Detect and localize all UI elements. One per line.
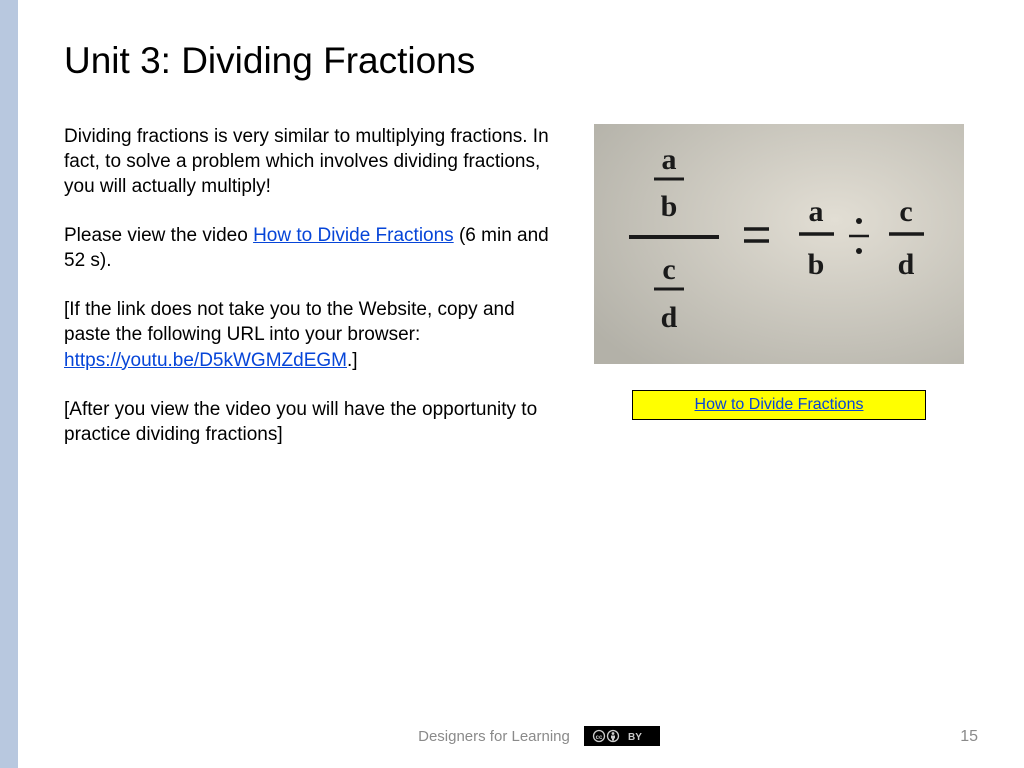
paragraph-url: [If the link does not take you to the We…	[64, 297, 554, 372]
svg-text:BY: BY	[628, 732, 642, 743]
cc-by-badge: cc BY	[584, 726, 660, 746]
paragraph-intro: Dividing fractions is very similar to mu…	[64, 124, 554, 199]
svg-text:a: a	[662, 143, 677, 176]
page-number: 15	[960, 728, 978, 746]
how-to-divide-button[interactable]: How to Divide Fractions	[632, 390, 926, 420]
media-column: a b c d a b	[594, 124, 964, 471]
content-row: Dividing fractions is very similar to mu…	[64, 124, 984, 471]
url-link[interactable]: https://youtu.be/D5kWGMZdEGM	[64, 350, 347, 371]
svg-text:d: d	[661, 301, 678, 334]
paragraph-video: Please view the video How to Divide Frac…	[64, 223, 554, 273]
button-label: How to Divide Fractions	[695, 396, 864, 414]
page-title: Unit 3: Dividing Fractions	[64, 40, 984, 82]
footer: Designers for Learning cc BY	[36, 726, 1024, 746]
left-accent-bar	[0, 0, 18, 768]
svg-text:c: c	[662, 253, 675, 286]
svg-text:a: a	[809, 195, 824, 228]
text-column: Dividing fractions is very similar to mu…	[64, 124, 554, 471]
video-thumbnail[interactable]: a b c d a b	[594, 124, 964, 364]
text-fragment: Please view the video	[64, 225, 253, 246]
footer-org: Designers for Learning	[418, 728, 570, 745]
text-fragment: .]	[347, 350, 358, 371]
svg-text:b: b	[808, 248, 825, 281]
svg-text:d: d	[898, 248, 915, 281]
svg-text:c: c	[899, 195, 912, 228]
video-link[interactable]: How to Divide Fractions	[253, 225, 454, 246]
svg-text:b: b	[661, 190, 678, 223]
text-fragment: [If the link does not take you to the We…	[64, 299, 515, 345]
svg-text:cc: cc	[596, 735, 603, 741]
paragraph-practice: [After you view the video you will have …	[64, 397, 554, 447]
slide-content: Unit 3: Dividing Fractions Dividing frac…	[18, 0, 1024, 768]
